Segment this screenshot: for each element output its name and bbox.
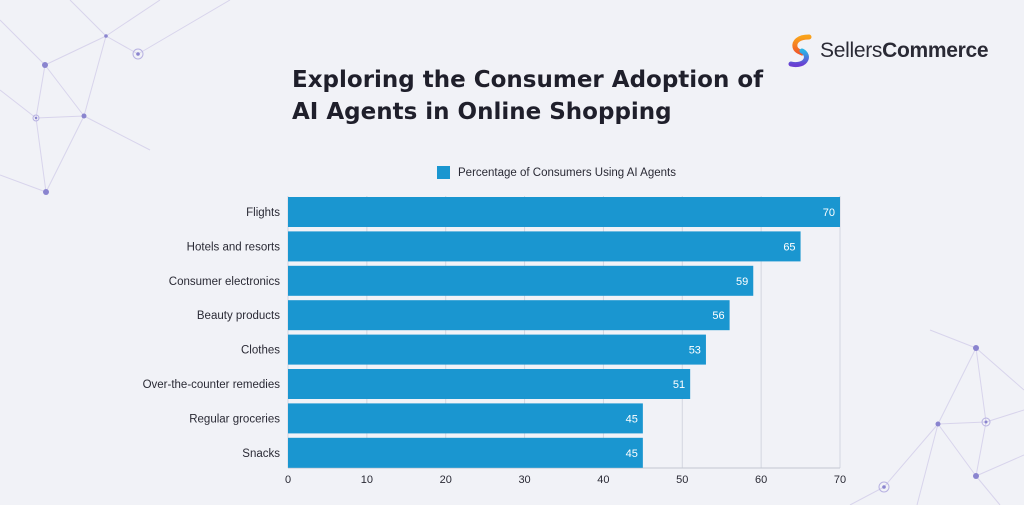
legend-label: Percentage of Consumers Using AI Agents [458,166,676,179]
x-tick-label: 50 [676,474,688,486]
x-tick-label: 0 [285,474,291,486]
x-tick-label: 40 [597,474,609,486]
brand-name: SellersCommerce [820,39,989,62]
bar-value-label: 65 [783,241,795,253]
bar [288,437,643,468]
category-label: Flights [246,207,280,219]
x-tick-label: 70 [834,474,846,486]
category-label: Regular groceries [189,413,280,425]
bar [288,231,801,262]
category-label: Beauty products [197,310,280,322]
bar-value-label: 70 [823,207,835,219]
x-tick-label: 20 [440,474,452,486]
bar [288,265,754,296]
chart-title: Exploring the Consumer Adoption of AI Ag… [292,67,764,125]
x-tick-label: 30 [518,474,530,486]
category-label: Clothes [241,345,280,357]
category-label: Consumer electronics [169,276,280,288]
bar [288,334,706,365]
x-tick-label: 60 [755,474,767,486]
bar-value-label: 51 [673,379,685,391]
bar [288,300,730,331]
x-tick-label: 10 [361,474,373,486]
bar-value-label: 45 [626,413,638,425]
bar-value-label: 53 [689,345,701,357]
chart-legend: Percentage of Consumers Using AI Agents [437,166,676,179]
bar [288,197,840,227]
bar-value-label: 45 [626,448,638,460]
category-label: Snacks [242,448,280,460]
bar [288,369,691,399]
bar-value-label: 59 [736,276,748,288]
sellerscommerce-logo-icon [788,34,812,68]
category-label: Hotels and resorts [187,241,281,253]
legend-swatch [437,166,450,179]
bar [288,403,643,434]
brand-logo: SellersCommerce [788,34,989,68]
category-label: Over-the-counter remedies [143,379,281,391]
bar-value-label: 56 [712,310,724,322]
